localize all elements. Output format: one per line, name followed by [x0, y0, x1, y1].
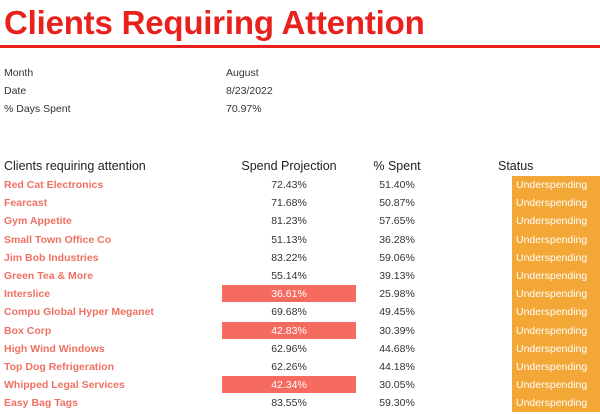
table-row: Easy Bag Tags 83.55% 59.30% Underspending: [0, 394, 600, 413]
spend-projection-cell: 81.23%: [271, 215, 307, 228]
client-name[interactable]: Green Tea & More: [4, 269, 94, 282]
percent-spent-cell: 59.06%: [379, 251, 415, 264]
percent-spent-cell: 57.65%: [379, 215, 415, 228]
clients-table: Clients requiring attention Spend Projec…: [0, 156, 600, 413]
spend-projection-cell: 55.14%: [271, 269, 307, 282]
table-row: Top Dog Refrigeration 62.26% 44.18% Undersp…: [0, 357, 600, 377]
spend-projection-cell: 51.13%: [271, 233, 307, 246]
client-name[interactable]: Whipped Legal Services: [4, 379, 125, 392]
status-badge: Underspending: [512, 248, 600, 267]
table-row: Red Cat Electronics 72.43% 51.40% Underspen…: [0, 176, 600, 195]
status-badge: Underspending: [512, 394, 600, 413]
percent-spent-cell: 44.18%: [379, 360, 415, 373]
percent-spent-cell: 25.98%: [379, 288, 415, 301]
client-name[interactable]: Easy Bag Tags: [4, 397, 78, 410]
status-badge: Underspending: [512, 357, 600, 377]
status-badge: Underspending: [512, 212, 600, 231]
meta-value: August: [226, 67, 259, 79]
client-name[interactable]: Box Corp: [4, 324, 52, 337]
column-header-spent: % Spent: [373, 159, 421, 173]
spend-projection-cell: 62.26%: [271, 360, 307, 373]
status-badge: Underspending: [512, 321, 600, 340]
status-badge: Underspending: [512, 266, 600, 286]
percent-spent-cell: 30.05%: [379, 379, 415, 392]
report-meta: Month August Date 8/23/2022 % Days Spent…: [0, 64, 600, 118]
client-name[interactable]: Fearcast: [4, 197, 48, 210]
column-header-client: Clients requiring attention: [4, 159, 146, 173]
client-name[interactable]: Jim Bob Industries: [4, 251, 99, 264]
spend-projection-cell: 69.68%: [271, 306, 307, 319]
status-badge: Underspending: [512, 339, 600, 358]
meta-label: % Days Spent: [4, 103, 71, 115]
meta-row-date: Date 8/23/2022: [0, 82, 600, 100]
spend-projection-cell: 36.61%: [222, 285, 356, 303]
meta-value: 70.97%: [226, 103, 262, 115]
percent-spent-cell: 59.30%: [379, 397, 415, 410]
table-body: Red Cat Electronics 72.43% 51.40% Underspen…: [0, 176, 600, 413]
client-name[interactable]: Top Dog Refrigeration: [4, 360, 115, 373]
page-title: Clients Requiring Attention: [4, 4, 425, 41]
percent-spent-cell: 50.87%: [379, 197, 415, 210]
table-header: Clients requiring attention Spend Projec…: [0, 156, 600, 176]
percent-spent-cell: 39.13%: [379, 269, 415, 282]
column-header-status: Status: [498, 159, 534, 173]
table-row: Box Corp 42.83% 30.39% Underspending: [0, 321, 600, 340]
table-row: High Wind Windows 62.96% 44.68% Underspendi…: [0, 339, 600, 358]
client-name[interactable]: High Wind Windows: [4, 342, 105, 355]
table-row: Compu Global Hyper Meganet 69.68% 49.45% Un…: [0, 303, 600, 322]
table-row: Whipped Legal Services 42.34% 30.05% Unders…: [0, 376, 600, 395]
percent-spent-cell: 44.68%: [379, 342, 415, 355]
percent-spent-cell: 51.40%: [379, 179, 415, 191]
client-name[interactable]: Compu Global Hyper Meganet: [4, 306, 154, 319]
status-badge: Underspending: [512, 285, 600, 304]
meta-label: Date: [4, 85, 27, 97]
status-badge: Underspending: [512, 376, 600, 395]
table-row: Gym Appetite 81.23% 57.65% Underspending: [0, 212, 600, 231]
meta-row-days-spent: % Days Spent 70.97%: [0, 100, 600, 118]
status-badge: Underspending: [512, 194, 600, 213]
meta-row-month: Month August: [0, 64, 600, 82]
table-row: Interslice 36.61% 25.98% Underspending: [0, 285, 600, 304]
spend-projection-cell: 62.96%: [271, 342, 307, 355]
spend-projection-cell: 71.68%: [271, 197, 307, 210]
title-underline: [0, 45, 600, 48]
client-name[interactable]: Gym Appetite: [4, 215, 72, 228]
client-name[interactable]: Small Town Office Co: [4, 233, 112, 246]
table-row: Green Tea & More 55.14% 39.13% Underspendin…: [0, 266, 600, 286]
status-badge: Underspending: [512, 230, 600, 249]
spend-projection-cell: 42.83%: [222, 321, 356, 339]
spend-projection-cell: 83.55%: [271, 397, 307, 410]
spend-projection-cell: 83.22%: [271, 251, 307, 264]
client-name[interactable]: Interslice: [4, 288, 51, 301]
column-header-projection: Spend Projection: [241, 159, 337, 173]
meta-label: Month: [4, 67, 34, 79]
client-name[interactable]: Red Cat Electronics: [4, 179, 104, 191]
spend-projection-cell: 42.34%: [222, 376, 356, 394]
percent-spent-cell: 36.28%: [379, 233, 415, 246]
status-badge: Underspending: [512, 303, 600, 322]
status-badge: Underspending: [512, 176, 600, 195]
table-row: Jim Bob Industries 83.22% 59.06% Underspend…: [0, 248, 600, 267]
table-row: Fearcast 71.68% 50.87% Underspending: [0, 194, 600, 213]
table-row: Small Town Office Co 51.13% 36.28% Underspe…: [0, 230, 600, 249]
spend-projection-cell: 72.43%: [271, 179, 307, 191]
meta-value: 8/23/2022: [226, 85, 273, 97]
percent-spent-cell: 49.45%: [379, 306, 415, 319]
percent-spent-cell: 30.39%: [379, 324, 415, 337]
